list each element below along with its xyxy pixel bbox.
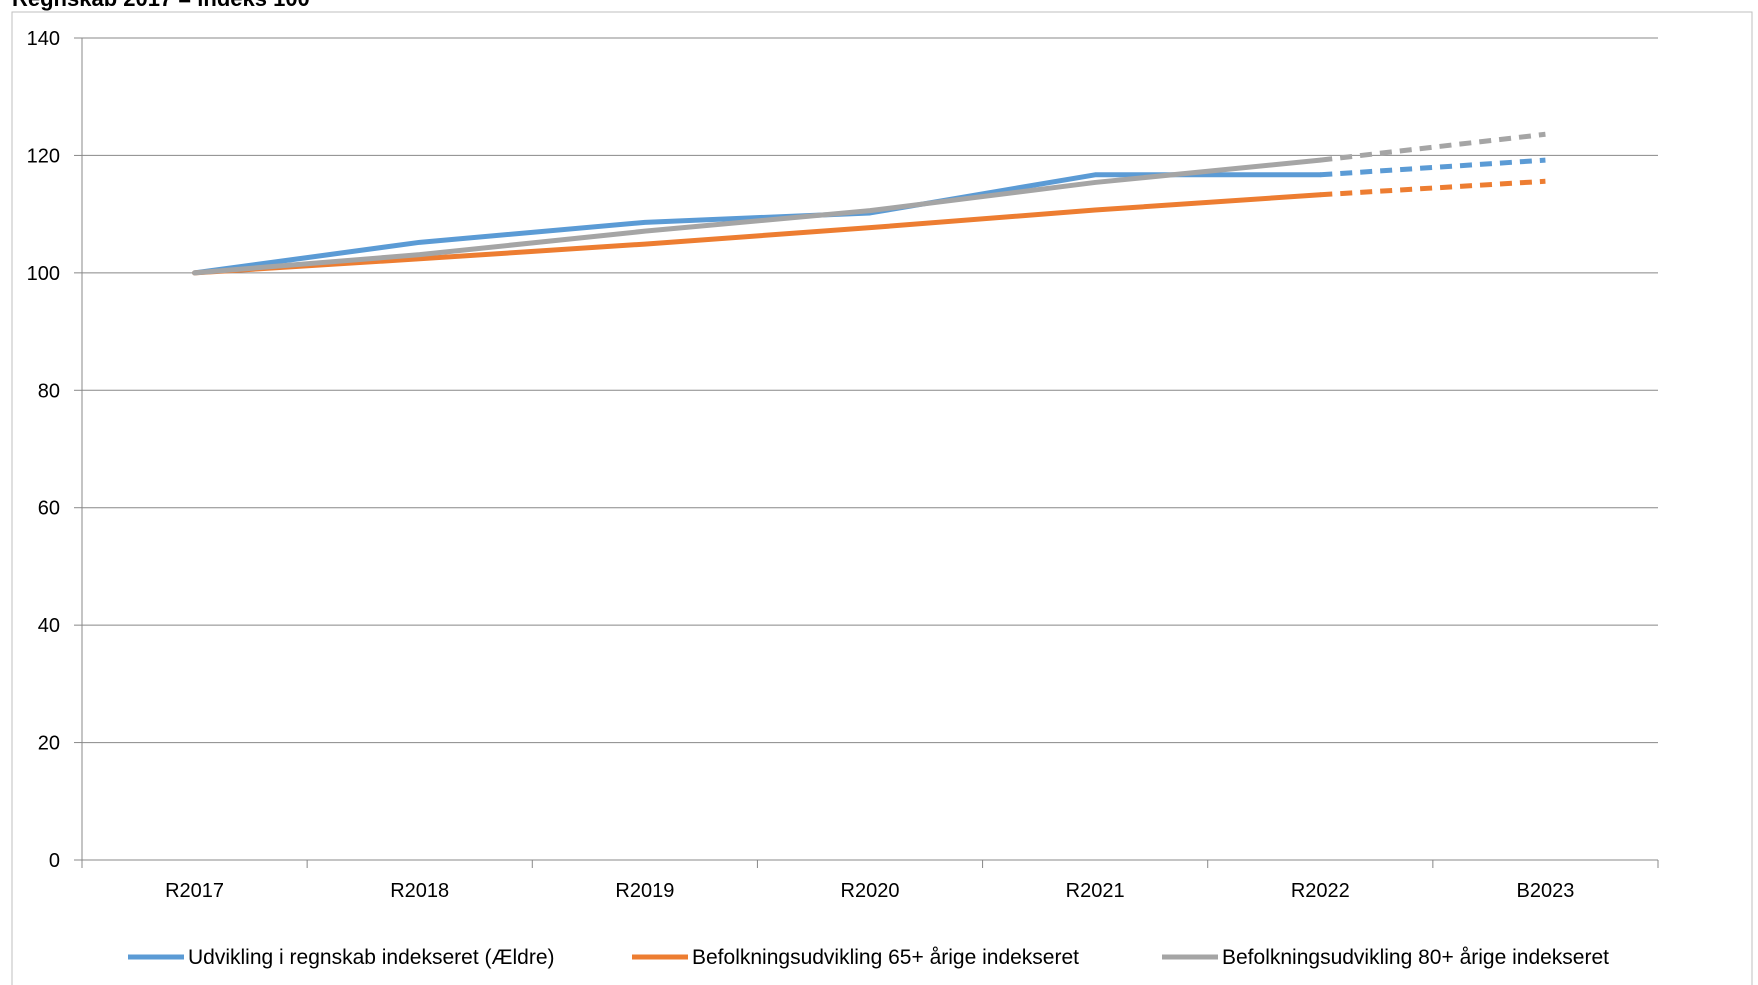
series-line-3 <box>192 157 1323 276</box>
x-tick-labels: R2017 R2018 R2019 R2020 R2021 R2022 B2023 <box>81 860 1659 902</box>
series-line-3-dashed <box>1320 131 1546 163</box>
series-line-2-dashed <box>1320 178 1546 198</box>
y-tick-label: 80 <box>38 380 60 402</box>
x-tick-label: B2023 <box>1517 880 1575 902</box>
y-tick-labels: 0 20 40 60 80 100 120 140 <box>27 28 82 872</box>
x-tick-label: R2022 <box>1291 880 1350 902</box>
y-tick-label: 140 <box>27 28 60 50</box>
x-tick-label: R2019 <box>615 880 674 902</box>
x-tick-label: R2017 <box>165 880 224 902</box>
legend: Udvikling i regnskab indekseret (Ældre) B… <box>128 946 1609 969</box>
chart-frame <box>11 11 1753 985</box>
x-tick-label: R2021 <box>1066 880 1125 902</box>
y-tick-label: 0 <box>49 850 60 872</box>
gridlines <box>82 37 1658 744</box>
y-tick-label: 60 <box>38 498 60 520</box>
legend-label-2: Befolkningsudvikling 65+ årige indeksere… <box>692 946 1079 969</box>
series-line-1-dashed <box>1320 157 1546 178</box>
y-tick-label: 100 <box>27 263 60 285</box>
legend-label-3: Befolkningsudvikling 80+ årige indeksere… <box>1222 946 1609 969</box>
series-line-1 <box>192 172 1323 276</box>
y-tick-label: 20 <box>38 733 60 755</box>
y-tick-label: 120 <box>27 145 60 167</box>
x-tick-label: R2020 <box>841 880 900 902</box>
axes <box>81 38 1658 861</box>
y-tick-label: 40 <box>38 615 60 637</box>
chart-title: Regnskab 2017 = indeks 100 <box>12 0 310 11</box>
series-line-2 <box>192 192 1323 276</box>
series-lines <box>192 131 1546 276</box>
legend-label-1: Udvikling i regnskab indekseret (Ældre) <box>188 946 555 969</box>
x-tick-label: R2018 <box>390 880 449 902</box>
